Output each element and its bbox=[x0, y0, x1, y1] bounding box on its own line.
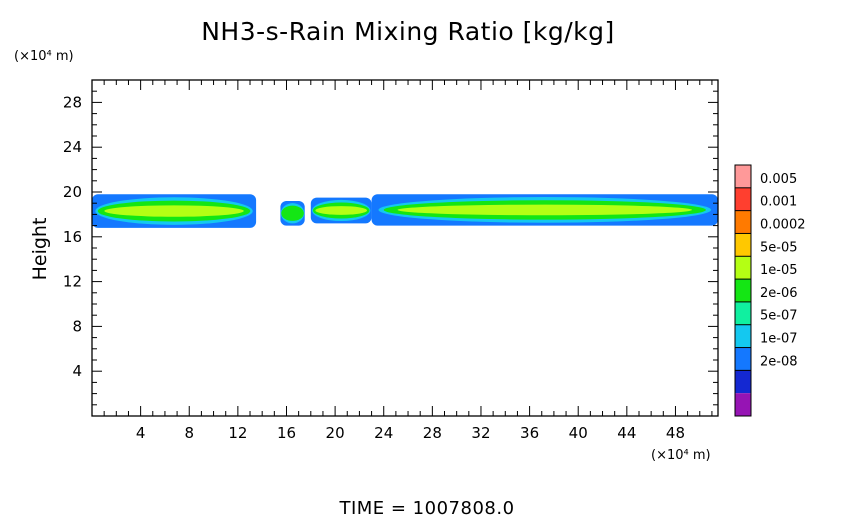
colorbar-swatch bbox=[735, 233, 751, 257]
y-axis-unit: (×10⁴ m) bbox=[14, 49, 74, 64]
x-tick-label: 16 bbox=[277, 424, 296, 442]
x-tick-label: 28 bbox=[423, 424, 442, 442]
colorbar-label: 2e-06 bbox=[760, 286, 798, 301]
y-tick-label: 16 bbox=[63, 228, 82, 246]
time-label: TIME = 1007808.0 bbox=[338, 498, 514, 519]
series-0-core bbox=[104, 205, 244, 217]
colorbar-label: 5e-05 bbox=[760, 240, 798, 255]
colorbar-label: 5e-07 bbox=[760, 309, 798, 324]
x-tick-label: 8 bbox=[184, 424, 194, 442]
x-tick-label: 24 bbox=[374, 424, 393, 442]
colorbar-swatch bbox=[735, 301, 751, 325]
x-axis-unit: (×10⁴ m) bbox=[651, 448, 711, 463]
x-tick-label: 40 bbox=[569, 424, 588, 442]
colorbar: 0.005 0.001 0.0002 5e-05 1e-05 2e-06 5e-07 1e-0… bbox=[734, 164, 806, 417]
series-3-core bbox=[397, 204, 693, 216]
y-tick-label: 12 bbox=[63, 273, 82, 291]
colorbar-label: 1e-07 bbox=[760, 332, 798, 347]
colorbar-swatch bbox=[735, 256, 751, 280]
colorbar-swatch bbox=[735, 324, 751, 348]
y-axis-label: Height bbox=[29, 218, 51, 281]
y-tick-label: 20 bbox=[63, 183, 82, 201]
colorbar-frame bbox=[734, 164, 752, 417]
series-1-core bbox=[282, 209, 303, 218]
x-tick-label: 12 bbox=[228, 424, 247, 442]
x-tick-label: 44 bbox=[617, 424, 636, 442]
chart-title: NH3-s-Rain Mixing Ratio [kg/kg] bbox=[201, 17, 615, 46]
y-tick-label: 24 bbox=[63, 138, 82, 156]
colorbar-swatch bbox=[735, 210, 751, 234]
plot-frame bbox=[91, 79, 719, 417]
x-tick-label: 20 bbox=[326, 424, 345, 442]
y-tick-label: 8 bbox=[72, 317, 82, 335]
colorbar-swatch bbox=[735, 165, 751, 188]
x-tick-label: 36 bbox=[520, 424, 539, 442]
x-tick-label: 48 bbox=[666, 424, 685, 442]
series-2-core bbox=[315, 206, 368, 215]
colorbar-swatch bbox=[735, 393, 751, 416]
colorbar-swatch bbox=[735, 347, 751, 371]
colorbar-swatch bbox=[735, 187, 751, 211]
colorbar-swatch bbox=[735, 279, 751, 302]
colorbar-label: 0.001 bbox=[760, 195, 797, 210]
colorbar-label: 0.0002 bbox=[760, 217, 806, 232]
colorbar-label: 0.005 bbox=[760, 172, 797, 187]
x-tick-label: 4 bbox=[136, 424, 146, 442]
x-tick-label: 32 bbox=[471, 424, 490, 442]
colorbar-label: 2e-08 bbox=[760, 354, 798, 369]
colorbar-swatch bbox=[735, 370, 751, 394]
y-tick-label: 4 bbox=[72, 362, 82, 380]
colorbar-label: 1e-05 bbox=[760, 263, 798, 278]
plot-area bbox=[92, 194, 718, 228]
y-tick-label: 28 bbox=[63, 93, 82, 111]
